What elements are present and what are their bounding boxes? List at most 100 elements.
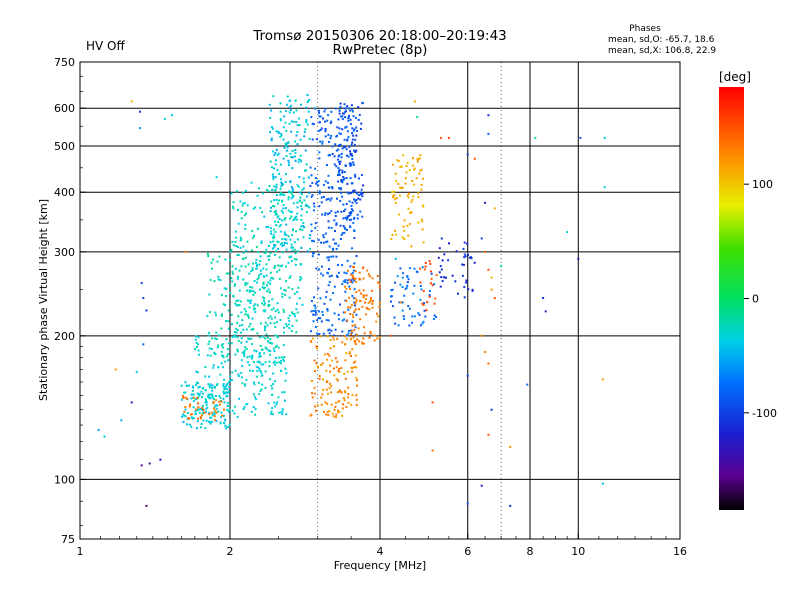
echo-point	[293, 312, 296, 315]
echo-point	[225, 391, 228, 394]
echo-point	[207, 420, 210, 423]
echo-point	[226, 408, 229, 411]
echo-point	[275, 224, 278, 227]
echo-point	[343, 177, 346, 180]
echo-point	[284, 207, 287, 210]
echo-point	[369, 330, 372, 333]
echo-point	[339, 303, 341, 306]
echo-point	[246, 313, 249, 316]
echo-point	[370, 298, 372, 301]
echo-point	[304, 203, 307, 206]
echo-point	[274, 220, 277, 223]
echo-point	[282, 211, 284, 214]
echo-point	[352, 129, 355, 132]
echo-point	[349, 265, 352, 268]
echo-point	[282, 308, 285, 311]
echo-point	[341, 118, 344, 121]
echo-point	[442, 276, 445, 279]
echo-point	[353, 262, 356, 265]
echo-point	[262, 287, 265, 290]
echo-point	[251, 267, 254, 270]
echo-point	[276, 401, 279, 404]
echo-point	[411, 180, 414, 182]
echo-point	[322, 234, 325, 237]
echo-point	[355, 333, 358, 336]
echo-point	[419, 154, 422, 157]
echo-point	[404, 177, 407, 180]
echo-point	[148, 462, 151, 465]
echo-point	[184, 391, 187, 394]
echo-point	[349, 214, 352, 217]
echo-point	[335, 416, 337, 419]
echo-point	[285, 223, 288, 226]
echo-point	[333, 312, 336, 315]
echo-point	[220, 350, 223, 353]
echo-point	[299, 196, 302, 199]
echo-point	[421, 322, 424, 325]
echo-point	[257, 251, 260, 254]
echo-point	[242, 202, 245, 205]
echo-point	[257, 276, 260, 279]
echo-point	[416, 116, 419, 118]
echo-point	[287, 164, 290, 167]
echo-point	[192, 396, 195, 399]
echo-point	[247, 315, 250, 318]
echo-point	[393, 190, 396, 193]
echo-point	[234, 369, 237, 372]
echo-point	[353, 277, 356, 280]
echo-point	[227, 410, 230, 413]
echo-point	[233, 405, 236, 408]
echo-point	[293, 292, 296, 295]
echo-point	[238, 269, 241, 272]
echo-point	[337, 158, 339, 161]
echo-point	[311, 239, 314, 242]
echo-point	[280, 178, 282, 181]
echo-point	[225, 320, 227, 323]
echo-point	[321, 393, 324, 396]
echo-point	[266, 284, 268, 287]
echo-point	[330, 210, 333, 213]
echo-point	[347, 392, 350, 395]
echo-point	[247, 316, 250, 319]
echo-point	[352, 134, 355, 137]
echo-point	[345, 288, 348, 290]
echo-point	[197, 402, 200, 405]
echo-point	[355, 403, 358, 406]
echo-point	[285, 238, 288, 241]
echo-point	[350, 304, 353, 307]
echo-point	[328, 387, 331, 390]
echo-point	[332, 338, 335, 341]
echo-point	[332, 336, 335, 338]
echo-point	[200, 390, 203, 393]
echo-point	[327, 213, 329, 216]
echo-point	[343, 210, 345, 213]
echo-point	[281, 183, 284, 185]
echo-point	[240, 210, 243, 213]
echo-point	[288, 111, 291, 114]
echo-point	[394, 322, 397, 325]
echo-point	[399, 267, 402, 270]
echo-point	[293, 218, 296, 221]
echo-point	[359, 191, 362, 194]
echo-point	[326, 308, 329, 311]
echo-point	[221, 343, 224, 346]
echo-point	[300, 246, 303, 249]
echo-point	[337, 410, 339, 413]
echo-point	[209, 422, 212, 425]
echo-point	[159, 458, 162, 461]
echo-point	[238, 304, 241, 307]
echo-point	[325, 369, 328, 372]
echo-point	[289, 152, 292, 155]
echo-point	[487, 433, 490, 436]
echo-point	[312, 337, 315, 340]
echo-point	[324, 213, 326, 216]
echo-point	[252, 207, 255, 210]
echo-point	[247, 263, 250, 266]
y-tick-label: 200	[54, 330, 75, 343]
echo-point	[341, 115, 344, 118]
echo-point	[421, 228, 424, 231]
echo-point	[345, 406, 348, 408]
echo-point	[487, 268, 490, 271]
echo-point	[300, 219, 303, 221]
